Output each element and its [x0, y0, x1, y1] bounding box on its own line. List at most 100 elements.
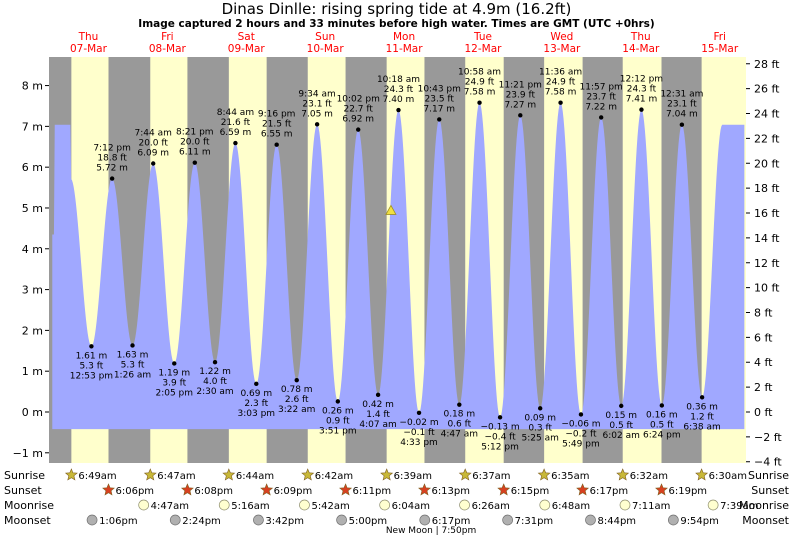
low-tide-feet: −0.2 ft [565, 429, 597, 439]
sunrise-time: 6:32am [630, 471, 668, 482]
low-tide-feet: 2.6 ft [285, 395, 309, 405]
high-tide-feet: 23.5 ft [425, 94, 455, 104]
sunset-icon [260, 483, 274, 496]
date-label: 12-Mar [464, 43, 502, 55]
sunrise-time: 6:49am [78, 471, 116, 482]
low-tide-point [497, 415, 503, 420]
low-tide-meters: 0.26 m [322, 406, 354, 416]
moonrise-icon [138, 499, 150, 511]
low-tide-feet: 1.4 ft [366, 410, 390, 420]
high-tide-time: 9:16 pm [258, 110, 296, 120]
sunset-time: 6:17pm [590, 486, 629, 497]
sunrise-time: 6:39am [394, 471, 432, 482]
high-tide-feet: 18.8 ft [97, 154, 127, 164]
low-tide-time: 2:05 pm [155, 388, 193, 398]
left-tick-label: 2 m [22, 324, 43, 337]
right-tick-label: 6 ft [754, 331, 773, 344]
row-label-left: Sunrise [4, 469, 45, 482]
moonset-icon [667, 514, 679, 526]
high-tide-feet: 21.6 ft [221, 118, 251, 128]
right-tick-label: 28 ft [754, 58, 780, 71]
sunrise-icon [301, 468, 315, 481]
right-tick-label: −4 ft [754, 456, 782, 469]
sunset-icon [180, 483, 194, 496]
low-tide-time: 3:22 am [278, 405, 315, 415]
low-tide-time: 6:02 am [603, 431, 640, 441]
moonset-icon [169, 514, 181, 526]
sunset-icon [418, 483, 431, 496]
low-tide-time: 12:53 pm [70, 371, 113, 381]
high-tide-point [233, 140, 238, 146]
low-tide-time: 4:33 pm [400, 438, 438, 448]
high-tide-meters: 7.27 m [504, 100, 536, 110]
right-tick-label: 24 ft [754, 108, 780, 121]
moonrise-icon [707, 499, 719, 511]
high-tide-point [518, 113, 523, 118]
left-tick-label: 7 m [22, 120, 43, 133]
low-tide-time: 3:51 pm [319, 426, 357, 436]
moonset-icon [86, 514, 98, 526]
left-tick-label: 4 m [22, 243, 43, 256]
new-moon-label: New Moon | 7:50pm [386, 526, 476, 536]
low-tide-point [457, 402, 462, 407]
low-tide-point [89, 344, 94, 349]
high-tide-point [437, 117, 442, 122]
left-tick-label: 5 m [22, 202, 43, 215]
low-tide-feet: 0.5 ft [650, 420, 674, 430]
moonset-time: 9:54pm [680, 516, 719, 527]
high-tide-meters: 7.22 m [585, 102, 617, 112]
moonset-time: 1:06pm [99, 516, 138, 527]
low-tide-feet: 0.6 ft [447, 420, 471, 430]
sunset-time: 6:08pm [194, 486, 233, 497]
high-tide-meters: 7.40 m [383, 95, 415, 105]
low-tide-meters: 1.61 m [76, 351, 108, 361]
high-tide-feet: 21.5 ft [262, 120, 292, 130]
low-tide-feet: −0.4 ft [484, 432, 516, 442]
low-tide-point [416, 410, 422, 416]
sunset-time: 6:19pm [669, 486, 708, 497]
moonrise-time: 5:42am [311, 501, 349, 512]
moonrise-icon [218, 499, 230, 511]
day-label: Mon [393, 31, 415, 43]
sunset-time: 6:15pm [511, 486, 550, 497]
low-tide-feet: 5.3 ft [121, 360, 145, 370]
day-label: Fri [161, 31, 174, 43]
low-tide-time: 6:38 am [683, 422, 720, 432]
row-label-right: Sunrise [748, 469, 789, 482]
low-tide-point [537, 406, 543, 411]
current-tide-marker [385, 204, 397, 215]
low-tide-point [335, 399, 341, 404]
low-tide-time: 4:47 am [441, 430, 478, 440]
high-tide-time: 11:36 am [539, 68, 582, 78]
high-tide-point [314, 122, 320, 127]
low-tide-feet: 0.9 ft [326, 416, 350, 426]
high-tide-meters: 7.41 m [626, 95, 658, 105]
high-tide-point [396, 107, 401, 113]
row-label-left: Sunset [4, 484, 42, 497]
row-label-left: Moonrise [4, 499, 54, 512]
right-tick-label: 0 ft [754, 406, 773, 419]
low-tide-meters: −0.06 m [561, 419, 600, 429]
chart-subtitle: Image captured 2 hours and 33 minutes be… [138, 18, 655, 30]
high-tide-time: 8:44 am [217, 108, 254, 118]
right-tick-label: 26 ft [754, 83, 780, 96]
low-tide-time: 6:24 pm [643, 430, 681, 440]
moonrise-time: 4:47am [151, 501, 189, 512]
moonrise-icon [299, 499, 310, 511]
low-tide-feet: 3.9 ft [162, 378, 186, 388]
low-tide-meters: 0.18 m [443, 410, 475, 420]
date-label: 10-Mar [307, 43, 345, 55]
moonset-icon [585, 514, 596, 526]
date-label: 14-Mar [622, 43, 660, 55]
high-tide-point [151, 161, 156, 166]
left-tick-label: 0 m [22, 406, 43, 419]
low-tide-feet: 0.5 ft [609, 421, 633, 431]
sunset-time: 6:06pm [116, 486, 155, 497]
sunrise-icon [143, 468, 157, 481]
moonset-icon [502, 514, 513, 526]
low-tide-feet: 1.2 ft [690, 412, 714, 422]
high-tide-meters: 6.59 m [220, 128, 252, 138]
date-label: 09-Mar [228, 43, 266, 55]
row-label-right: Sunset [751, 484, 789, 497]
